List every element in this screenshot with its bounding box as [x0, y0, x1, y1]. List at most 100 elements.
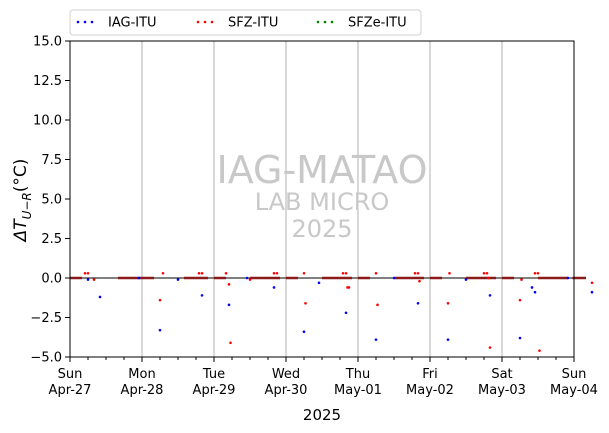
- x-tick-label-day: Sun: [562, 367, 587, 382]
- data-point: [86, 278, 90, 281]
- data-point: [448, 271, 451, 275]
- watermark-line1: IAG-MATAO: [216, 148, 427, 192]
- data-point: [590, 290, 594, 294]
- data-point: [530, 286, 534, 289]
- data-point: [176, 278, 180, 281]
- x-tick-label-date: Apr-28: [121, 383, 164, 398]
- y-axis-label-symbol: ΔT: [11, 218, 31, 244]
- x-tick-label-date: Apr-27: [49, 383, 92, 398]
- y-axis-label-unit: (°C): [11, 159, 31, 193]
- data-point: [229, 341, 232, 345]
- data-point: [227, 303, 231, 307]
- data-point: [376, 303, 379, 307]
- y-tick-label: −5.0: [30, 351, 62, 366]
- data-point: [341, 271, 345, 275]
- watermark-line3: 2025: [291, 215, 352, 243]
- y-axis-label-subscript: U−R: [20, 192, 34, 219]
- data-point: [137, 276, 141, 280]
- x-axis: SunApr-27MonApr-28TueApr-29WedApr-30ThuM…: [49, 357, 598, 398]
- data-point: [488, 294, 492, 297]
- data-point: [86, 271, 90, 275]
- legend-marker: [203, 20, 207, 24]
- data-point: [200, 271, 204, 275]
- data-point: [533, 290, 537, 294]
- x-tick-label-day: Tue: [202, 367, 225, 382]
- legend-label: SFZ-ITU: [228, 16, 278, 31]
- x-tick-label-day: Sun: [58, 367, 83, 382]
- data-point: [533, 271, 537, 275]
- data-point: [482, 271, 486, 275]
- data-point: [83, 271, 87, 275]
- data-point: [302, 271, 306, 275]
- legend-marker: [90, 20, 94, 24]
- y-tick-label: 5.0: [41, 193, 62, 208]
- legend-label: IAG-ITU: [108, 16, 157, 31]
- data-point: [344, 311, 348, 315]
- legend-marker: [323, 20, 327, 24]
- data-point: [344, 271, 348, 275]
- data-point: [416, 301, 420, 305]
- data-points: [83, 271, 594, 352]
- y-tick-label: 0.0: [41, 272, 62, 287]
- legend-marker: [76, 20, 80, 24]
- data-point: [536, 271, 540, 275]
- data-point: [520, 278, 523, 281]
- data-point: [197, 271, 201, 275]
- watermark-line2: LAB MICRO: [255, 188, 390, 216]
- data-point: [418, 279, 421, 283]
- data-point: [518, 298, 522, 302]
- x-tick-label-date: Apr-29: [193, 383, 236, 398]
- data-point: [347, 286, 351, 289]
- x-tick-label-date: May-01: [334, 383, 382, 398]
- data-point: [446, 338, 450, 341]
- data-point: [304, 301, 307, 305]
- data-point: [92, 278, 96, 281]
- x-tick-label-day: Mon: [128, 367, 155, 382]
- data-point: [413, 271, 417, 275]
- data-point: [245, 276, 249, 280]
- legend-items: IAG-ITU SFZ-ITU SFZe-ITU: [76, 16, 407, 31]
- y-axis: −5.0 −2.5 0.0 2.5 5.0 7.5 10.0 12.5 15.0: [30, 35, 70, 366]
- data-point: [158, 298, 162, 302]
- y-axis-label: ΔTU−R(°C): [11, 159, 34, 244]
- data-point: [224, 271, 228, 275]
- data-point: [200, 294, 204, 297]
- x-tick-label-date: May-02: [406, 383, 454, 398]
- data-point: [227, 283, 231, 286]
- y-tick-label: 2.5: [41, 232, 62, 247]
- data-point: [272, 286, 276, 289]
- x-tick-label-day: Sat: [491, 367, 512, 382]
- legend-box: [69, 9, 422, 36]
- data-point: [488, 346, 492, 349]
- vertical-gridlines: [141, 41, 503, 357]
- data-point: [248, 278, 252, 281]
- data-point: [374, 271, 378, 275]
- x-tick-label-day: Fri: [422, 367, 438, 382]
- data-point: [566, 276, 570, 280]
- data-point: [590, 281, 594, 285]
- x-axis-label: 2025: [303, 406, 341, 424]
- x-tick-label-date: Apr-30: [265, 383, 308, 398]
- legend-label: SFZe-ITU: [348, 16, 407, 31]
- data-point: [538, 349, 541, 352]
- y-tick-label: 7.5: [41, 153, 62, 168]
- data-point: [416, 271, 420, 275]
- legend-marker: [330, 20, 334, 24]
- data-point: [98, 295, 102, 299]
- data-point: [464, 278, 468, 281]
- legend-marker: [210, 20, 214, 24]
- data-point: [161, 271, 165, 275]
- data-point: [374, 338, 378, 341]
- data-point: [317, 281, 321, 285]
- legend-marker: [83, 20, 87, 24]
- data-point: [487, 276, 490, 280]
- data-point: [275, 271, 279, 275]
- x-tick-label-day: Wed: [272, 367, 300, 382]
- y-tick-label: 15.0: [33, 35, 62, 50]
- x-tick-label-date: May-04: [550, 383, 598, 398]
- data-point: [272, 271, 276, 275]
- x-tick-label-date: May-03: [478, 383, 526, 398]
- y-tick-label: 10.0: [33, 114, 62, 129]
- y-tick-label: −2.5: [30, 311, 62, 326]
